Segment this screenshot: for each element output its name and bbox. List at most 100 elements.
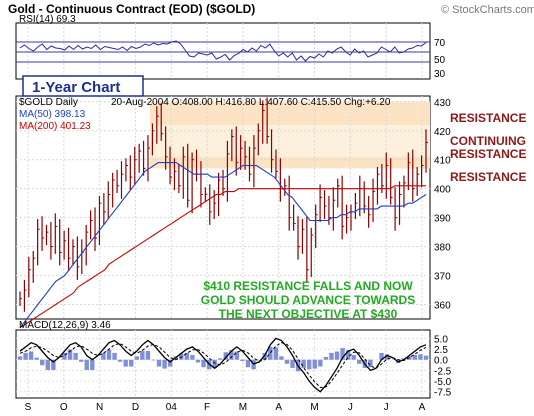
source-credit: © StockCharts.com — [441, 4, 534, 16]
macd-histogram-bar — [190, 354, 195, 360]
macd-histogram-bar — [73, 352, 78, 360]
macd-histogram-bar — [340, 348, 345, 360]
rsi-panel — [15, 22, 431, 80]
rsi-layer — [16, 40, 430, 63]
macd-histogram-bar — [17, 356, 23, 360]
price-layer — [19, 97, 428, 329]
macd-histogram-bar — [301, 359, 306, 368]
macd-histogram-bar — [218, 358, 223, 360]
macd-histogram-bar — [123, 359, 128, 367]
macd-label: MACD(12,26,9) 3.46 — [19, 320, 111, 331]
macd-histogram-bar — [184, 352, 190, 360]
price-y-tick: 430 — [434, 98, 451, 109]
macd-histogram-bar — [368, 359, 373, 368]
macd-histogram-bar — [329, 352, 334, 360]
price-y-tick: 360 — [434, 301, 451, 312]
macd-histogram-bar — [423, 355, 429, 360]
macd-histogram-bar — [290, 359, 295, 368]
macd-histogram-bar — [84, 359, 89, 370]
macd-y-tick: -2.5 — [434, 366, 452, 377]
price-y-tick: 420 — [434, 127, 451, 138]
macd-histogram-bar — [156, 359, 162, 367]
macd-histogram-bar — [229, 350, 234, 360]
ma50-line — [19, 162, 427, 329]
macd-y-tick: 5.0 — [434, 334, 448, 345]
macd-histogram-bar — [245, 359, 251, 368]
macd-histogram-bar — [90, 359, 95, 370]
price-y-tick: 390 — [434, 214, 451, 225]
x-tick-label: O — [60, 402, 68, 413]
resistance-top-label: RESISTANCE — [450, 111, 526, 125]
macd-histogram-bar — [145, 350, 151, 360]
rsi-line — [19, 40, 427, 62]
macd-histogram-bar — [334, 351, 340, 360]
macd-histogram-bar — [112, 352, 117, 360]
x-tick-label: N — [96, 402, 103, 413]
macd-histogram-bar — [106, 349, 112, 360]
x-tick-label: F — [204, 402, 210, 413]
annotation-line-2: GOLD SHOULD ADVANCE TOWARDS — [201, 293, 415, 307]
macd-histogram-bar — [201, 359, 206, 368]
rsi-tick-30: 30 — [434, 69, 446, 80]
macd-histogram-bar — [40, 359, 45, 366]
price-y-tick: 370 — [434, 272, 451, 283]
rsi-tick-70: 70 — [434, 38, 446, 49]
continuing-label-2: RESISTANCE — [450, 147, 526, 161]
macd-histogram-bar — [101, 352, 106, 360]
chart-tag: 1-Year Chart — [32, 79, 120, 96]
continuing-label-1: CONTINUING — [450, 134, 526, 148]
legend-symbol: $GOLD Daily — [19, 97, 78, 108]
macd-y-tick: 0.0 — [434, 356, 448, 367]
macd-histogram-bar — [384, 354, 390, 360]
macd-histogram-bar — [129, 359, 134, 367]
macd-histogram-bar — [28, 351, 34, 360]
macd-histogram-bar — [67, 349, 73, 360]
legend-ma200: MA(200) 401.23 — [19, 121, 91, 132]
macd-signal-line — [19, 342, 427, 389]
legend-ohlc: 20-Aug-2004 O:408.00 H:416.80 L:407.60 C… — [111, 97, 391, 108]
macd-histogram-bar — [223, 352, 228, 360]
macd-histogram-bar — [167, 359, 173, 367]
macd-histogram-bar — [418, 354, 423, 360]
x-tick-label: A — [275, 402, 282, 413]
macd-histogram-bar — [379, 352, 384, 360]
price-y-tick: 410 — [434, 156, 451, 167]
x-tick-label: J — [348, 402, 353, 413]
macd-y-tick: 2.5 — [434, 345, 448, 356]
macd-histogram-bar — [195, 359, 201, 363]
macd-y-tick: -5.0 — [434, 377, 452, 388]
macd-histogram-bar — [279, 356, 284, 360]
rsi-tick-50: 50 — [434, 55, 446, 66]
macd-histogram-bar — [34, 357, 39, 360]
macd-histogram-bar — [273, 347, 279, 360]
macd-histogram-bar — [256, 359, 262, 361]
macd-histogram-bar — [318, 359, 323, 367]
macd-histogram-bar — [345, 350, 351, 360]
macd-histogram-bar — [45, 359, 51, 370]
macd-histogram-bar — [117, 359, 123, 362]
resistance-band-lower — [150, 156, 430, 169]
x-tick-label: J — [384, 402, 389, 413]
macd-y-tick: -7.5 — [434, 388, 452, 399]
macd-histogram-bar — [78, 359, 84, 362]
macd-histogram-bar — [140, 350, 145, 360]
macd-histogram-bar — [162, 359, 167, 369]
macd-histogram-bar — [23, 352, 28, 360]
ma200-line — [19, 185, 426, 329]
rsi-label: RSI(14) 69.3 — [19, 14, 76, 25]
price-y-tick: 400 — [434, 185, 451, 196]
macd-histogram-bar — [134, 356, 139, 360]
macd-histogram-bar — [312, 359, 317, 369]
macd-histogram-bar — [234, 351, 240, 360]
resistance-band-mid — [150, 124, 430, 157]
macd-histogram-bar — [357, 359, 362, 364]
legend-ma50: MA(50) 398.13 — [19, 109, 86, 120]
chart-tag-box — [22, 75, 144, 97]
macd-histogram-bar — [323, 357, 329, 360]
macd-line — [19, 337, 427, 393]
macd-histogram-bar — [284, 359, 290, 364]
macd-layer — [16, 337, 430, 393]
chart-title: Gold - Continuous Contract (EOD) ($GOLD) — [8, 2, 255, 16]
x-tick-label: D — [132, 402, 139, 413]
